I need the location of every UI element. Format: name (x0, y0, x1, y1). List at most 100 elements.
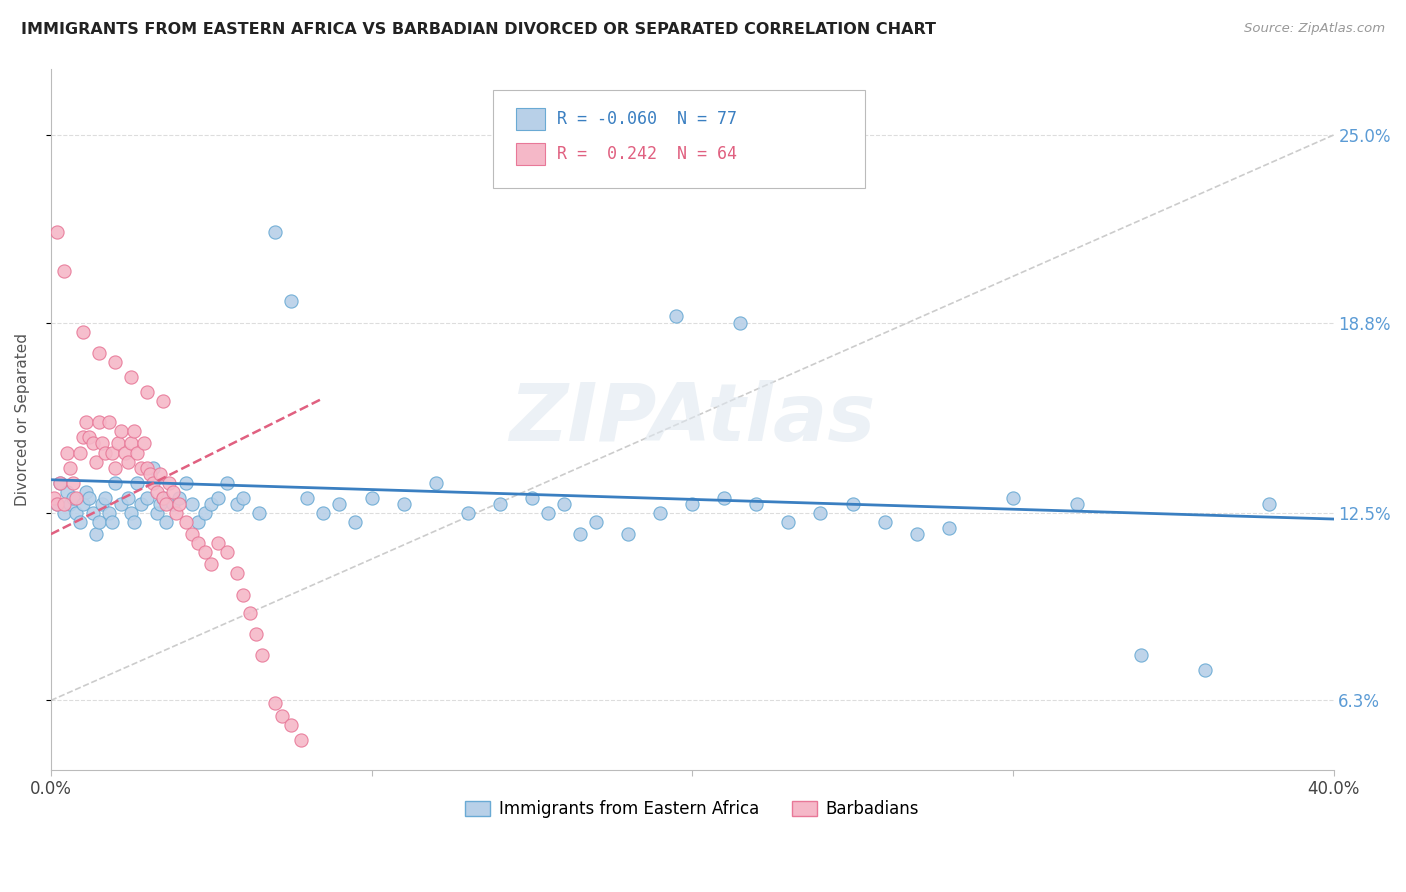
Point (72, 325, 94, 339)
Point (392, 497, 415, 511)
Point (155, 515, 177, 529)
Point (145, 506, 167, 520)
Point (247, 506, 270, 520)
Point (120, 370, 142, 384)
Point (72, 430, 94, 444)
Point (136, 460, 159, 475)
Point (200, 497, 222, 511)
Point (56, 445, 79, 459)
Point (617, 527, 640, 541)
Point (194, 545, 217, 559)
Point (328, 497, 350, 511)
Point (100, 515, 122, 529)
Point (69, 515, 91, 529)
Point (297, 491, 319, 505)
Point (84, 454, 107, 468)
Bar (516, 143, 544, 165)
Point (225, 497, 247, 511)
Point (280, 294, 302, 309)
Point (129, 497, 152, 511)
Point (91, 436, 114, 450)
Point (665, 310, 688, 324)
Point (46, 497, 69, 511)
Point (110, 425, 132, 439)
Point (75, 484, 97, 499)
Point (181, 497, 204, 511)
Point (97, 506, 120, 520)
Point (730, 316, 752, 330)
Point (568, 527, 591, 541)
Point (132, 436, 155, 450)
Point (1130, 648, 1153, 662)
Point (174, 475, 197, 490)
Point (145, 484, 167, 499)
Point (207, 491, 229, 505)
Point (149, 467, 172, 481)
Point (149, 497, 172, 511)
Point (165, 506, 187, 520)
Point (905, 527, 928, 541)
Point (114, 445, 136, 459)
Point (520, 491, 543, 505)
Point (841, 497, 863, 511)
Point (152, 491, 174, 505)
Point (167, 497, 190, 511)
Point (87, 515, 110, 529)
Point (122, 515, 145, 529)
Point (62, 491, 84, 505)
Point (194, 506, 217, 520)
Point (745, 497, 768, 511)
Point (129, 460, 152, 475)
Point (425, 475, 447, 490)
Bar (516, 108, 544, 130)
Point (84, 527, 107, 541)
Point (239, 606, 262, 620)
Point (152, 491, 174, 505)
Point (59, 497, 82, 511)
Point (290, 732, 312, 747)
Point (200, 558, 222, 572)
Point (65, 506, 87, 520)
Point (117, 491, 139, 505)
Point (264, 697, 287, 711)
Point (1001, 491, 1024, 505)
Point (225, 566, 247, 581)
Point (152, 394, 174, 409)
Point (139, 467, 162, 481)
Point (264, 225, 287, 239)
Point (91, 497, 114, 511)
Point (142, 475, 165, 490)
Point (120, 436, 142, 450)
Point (97, 415, 120, 429)
Point (127, 475, 149, 490)
Point (82, 506, 104, 520)
Point (873, 515, 896, 529)
Point (52, 497, 75, 511)
Point (62, 475, 84, 490)
Point (681, 497, 703, 511)
Point (49, 475, 72, 490)
Point (232, 588, 254, 602)
Point (1066, 497, 1088, 511)
Point (810, 506, 832, 520)
Point (79, 430, 101, 444)
Point (585, 515, 607, 529)
Point (648, 506, 671, 520)
Point (94, 445, 117, 459)
Legend: Immigrants from Eastern Africa, Barbadians: Immigrants from Eastern Africa, Barbadia… (458, 794, 925, 825)
Point (270, 708, 292, 723)
Point (537, 506, 560, 520)
Y-axis label: Divorced or Separated: Divorced or Separated (15, 333, 30, 506)
Point (553, 497, 575, 511)
Point (207, 536, 229, 550)
Point (100, 445, 122, 459)
Point (87, 415, 110, 429)
Point (162, 484, 184, 499)
Point (107, 436, 129, 450)
Point (232, 491, 254, 505)
Point (46, 225, 69, 239)
Text: R = -0.060  N = 77: R = -0.060 N = 77 (558, 110, 738, 128)
Point (79, 491, 101, 505)
Point (69, 445, 91, 459)
Point (42, 491, 65, 505)
